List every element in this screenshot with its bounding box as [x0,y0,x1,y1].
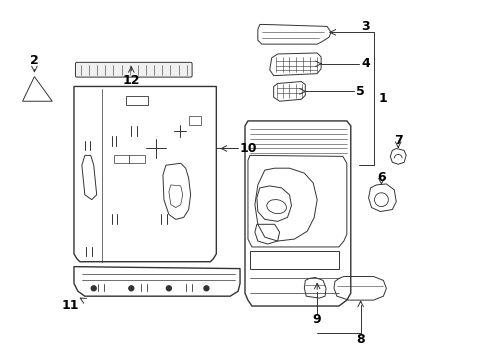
Bar [126,96,148,105]
Bar [113,156,129,163]
Text: 1: 1 [378,92,387,105]
Text: 8: 8 [356,333,364,346]
Text: 12: 12 [122,74,140,87]
Circle shape [166,286,171,291]
Circle shape [203,286,208,291]
Text: 5: 5 [356,85,365,98]
Text: 10: 10 [239,142,256,155]
Text: 3: 3 [361,20,369,33]
Circle shape [128,286,134,291]
FancyBboxPatch shape [75,62,192,77]
Text: 11: 11 [61,298,79,311]
Text: 4: 4 [361,57,369,70]
Text: 7: 7 [393,134,402,147]
Text: 2: 2 [30,54,39,67]
Bar [129,156,145,163]
Text: 9: 9 [312,313,321,326]
Bar [188,116,201,125]
Text: 6: 6 [376,171,385,184]
Circle shape [91,286,96,291]
